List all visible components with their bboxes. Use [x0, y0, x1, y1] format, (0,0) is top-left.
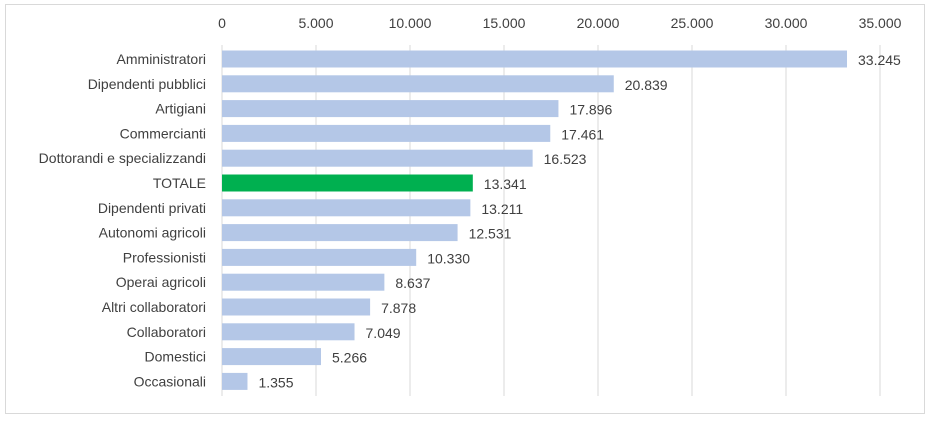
category-label: Altri collaboratori [102, 299, 206, 315]
category-label: Domestici [145, 349, 206, 365]
data-label: 13.211 [481, 201, 523, 217]
bar [222, 224, 458, 242]
data-label: 13.341 [484, 176, 527, 192]
bar [222, 248, 417, 266]
x-tick-label: 25.000 [671, 15, 714, 31]
bar [222, 273, 385, 291]
data-label: 10.330 [427, 250, 470, 266]
category-label: Occasionali [134, 373, 206, 389]
x-tick-label: 30.000 [765, 15, 808, 31]
category-label: Collaboratori [127, 324, 206, 340]
category-label: Dottorandi e specializzandi [39, 150, 206, 166]
data-label: 20.839 [625, 77, 668, 93]
category-label: Artigiani [155, 101, 206, 117]
x-tick-label: 35.000 [859, 15, 902, 31]
data-label: 17.896 [569, 102, 612, 118]
data-label: 17.461 [561, 126, 604, 142]
data-label: 12.531 [469, 226, 512, 242]
data-label: 8.637 [395, 275, 430, 291]
x-tick-label: 10.000 [389, 15, 432, 31]
bar [222, 149, 533, 167]
data-label: 7.878 [381, 300, 416, 316]
category-label: Autonomi agricoli [99, 225, 206, 241]
bar [222, 174, 473, 192]
bar [222, 75, 614, 93]
data-label: 7.049 [366, 325, 401, 341]
category-label: Dipendenti pubblici [88, 76, 206, 92]
x-tick-label: 20.000 [577, 15, 620, 31]
category-label: Amministratori [117, 51, 206, 67]
category-label: Commercianti [120, 125, 206, 141]
x-tick-label: 5.000 [298, 15, 333, 31]
bar [222, 323, 355, 341]
bar [222, 372, 248, 390]
bar [222, 124, 551, 142]
data-label: 5.266 [332, 350, 367, 366]
bar [222, 348, 322, 366]
x-tick-label: 0 [218, 15, 226, 31]
data-label: 1.355 [258, 374, 293, 390]
category-label: Professionisti [123, 249, 206, 265]
bar [222, 298, 371, 316]
category-label: Operai agricoli [116, 274, 206, 290]
category-label: Dipendenti privati [98, 200, 206, 216]
data-label: 33.245 [858, 52, 901, 68]
category-label: TOTALE [153, 175, 206, 191]
x-tick-label: 15.000 [483, 15, 526, 31]
bar [222, 50, 848, 68]
bar [222, 199, 471, 217]
data-label: 16.523 [544, 151, 587, 167]
bar [222, 100, 559, 118]
